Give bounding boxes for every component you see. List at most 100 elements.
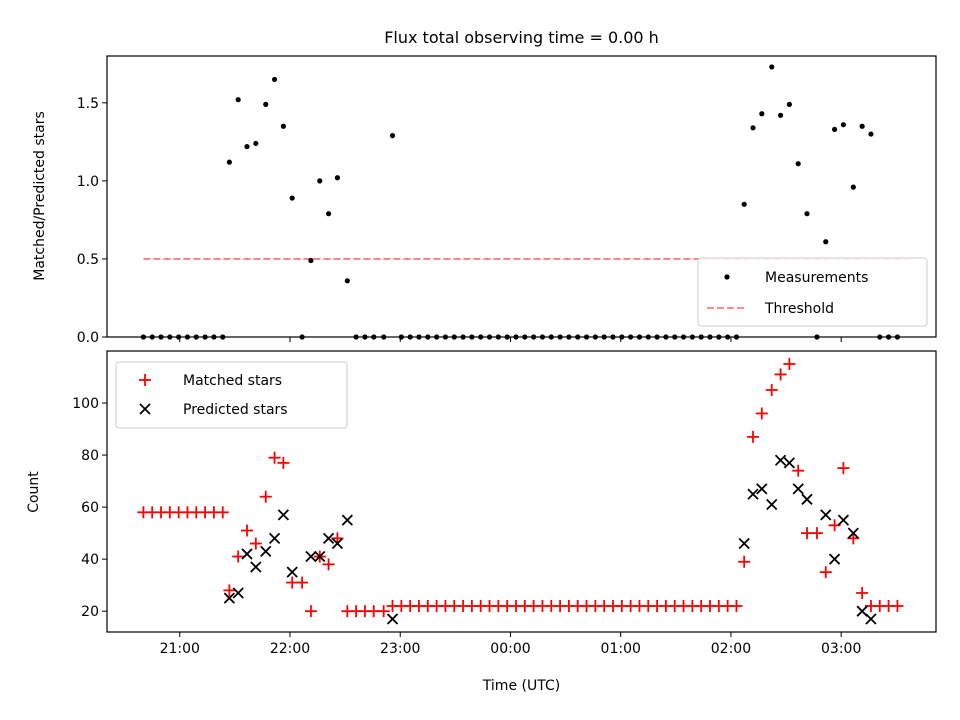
measurement-point [389, 133, 396, 139]
bottom-y-tick-label: 100 [72, 396, 99, 412]
measurement-point [344, 278, 350, 284]
measurement-point [271, 76, 278, 83]
bottom-legend: Matched stars Predicted stars [115, 361, 348, 429]
predicted-star-point [847, 527, 859, 539]
matched-star-point [730, 599, 743, 612]
matched-star-point [774, 368, 787, 381]
predicted-star-point [738, 537, 750, 550]
measurement-point [741, 201, 747, 207]
predicted-star-point [756, 483, 768, 495]
measurement-point [308, 257, 314, 264]
bottom-y-tick-label: 40 [81, 552, 99, 568]
predicted-star-point [792, 483, 804, 495]
x-tick-label: 22:00 [270, 641, 310, 657]
measurement-point [840, 122, 846, 128]
measurement-point [831, 126, 838, 132]
measurement-point [325, 211, 332, 217]
x-tick-label: 01:00 [601, 641, 641, 657]
predicted-star-point [277, 509, 290, 521]
predicted-star-point [268, 532, 281, 544]
top-y-axis-ticks: 0.0 0.5 1.0 1.5 [77, 96, 107, 346]
matched-star-point [304, 605, 317, 618]
predicted-star-point [801, 493, 813, 505]
matched-star-point [268, 451, 281, 464]
measurement-point [777, 112, 784, 118]
predicted-star-point [314, 550, 326, 563]
top-legend: Measurements Threshold [697, 257, 928, 327]
predicted-star-point [820, 509, 832, 521]
predicted-star-point [766, 498, 778, 511]
measurement-point [759, 111, 765, 117]
matched-star-point [856, 586, 869, 599]
top-y-tick-label: 0.0 [77, 330, 99, 346]
measurement-point [769, 64, 775, 70]
bottom-plot-marks [137, 358, 904, 625]
predicted-star-point [322, 532, 335, 544]
matched-star-point [792, 464, 805, 477]
predicted-star-point [774, 454, 787, 466]
bottom-y-tick-label: 60 [81, 500, 99, 516]
x-tick-label: 02:00 [711, 641, 751, 657]
predicted-star-point [241, 548, 253, 560]
matched-star-point [755, 407, 768, 420]
top-y-axis-label: Matched/Predicted stars [32, 111, 48, 281]
matched-star-point [738, 555, 751, 568]
x-tick-label: 00:00 [490, 641, 530, 657]
predicted-star-point [260, 545, 272, 557]
matched-star-point [819, 566, 832, 579]
matched-star-point [747, 430, 760, 443]
bottom-panel: 20 40 60 80 100 21:00 22:00 23:00 00:00 01:00 02:… [26, 350, 937, 694]
matched-star-point [810, 527, 823, 540]
bottom-plot-frame [106, 350, 937, 633]
measurement-point [253, 140, 259, 147]
top-y-tick-label: 1.0 [77, 174, 99, 190]
x-tick-label: 23:00 [380, 641, 420, 657]
matched-star-point [249, 537, 262, 550]
matched-star-point [765, 384, 778, 397]
predicted-star-point [837, 514, 850, 526]
measurement-point [859, 123, 865, 129]
matched-star-point [322, 558, 335, 571]
measurement-point [786, 101, 792, 107]
measurement-point [334, 175, 341, 181]
predicted-legend-marker [139, 403, 151, 415]
matched-star-point [828, 519, 841, 532]
predicted-star-point [341, 514, 353, 526]
matched-star-point [783, 358, 796, 371]
predicted-star-point [305, 550, 317, 563]
predicted-legend-label: Predicted stars [183, 402, 288, 418]
measurements-legend-marker [724, 274, 730, 280]
bottom-y-tick-label: 80 [81, 448, 99, 464]
predicted-star-point [223, 592, 236, 604]
predicted-star-point [783, 457, 796, 469]
predicted-star-point [386, 613, 399, 625]
matched-legend-label: Matched stars [183, 373, 282, 389]
predicted-star-point [286, 566, 298, 578]
top-panel: 0.0 0.5 1.0 1.5 Matched/Predicted stars Mea… [32, 55, 937, 346]
measurement-point [823, 239, 829, 245]
matched-star-point [277, 456, 290, 469]
measurement-point [850, 184, 856, 190]
measurement-point [226, 159, 232, 165]
measurement-point [868, 131, 874, 137]
predicted-star-point [331, 537, 344, 550]
threshold-legend-label: Threshold [764, 301, 834, 317]
predicted-star-point [232, 587, 244, 599]
measurement-point [280, 123, 286, 129]
measurement-point [289, 195, 295, 201]
measurement-point [235, 97, 241, 103]
matched-star-point [216, 506, 229, 519]
bottom-y-tick-label: 20 [81, 604, 99, 620]
matched-star-point [296, 576, 309, 589]
x-tick-label: 21:00 [160, 641, 200, 657]
matched-legend-marker [139, 374, 151, 386]
top-x-axis-ticks [179, 337, 842, 342]
x-axis-label: Time (UTC) [482, 678, 560, 694]
predicted-star-point [747, 488, 759, 500]
top-y-tick-label: 1.5 [77, 96, 99, 112]
measurements-legend-label: Measurements [765, 270, 868, 286]
measurement-point [317, 178, 323, 184]
matched-star-point [837, 462, 850, 475]
measurement-point [244, 143, 250, 150]
